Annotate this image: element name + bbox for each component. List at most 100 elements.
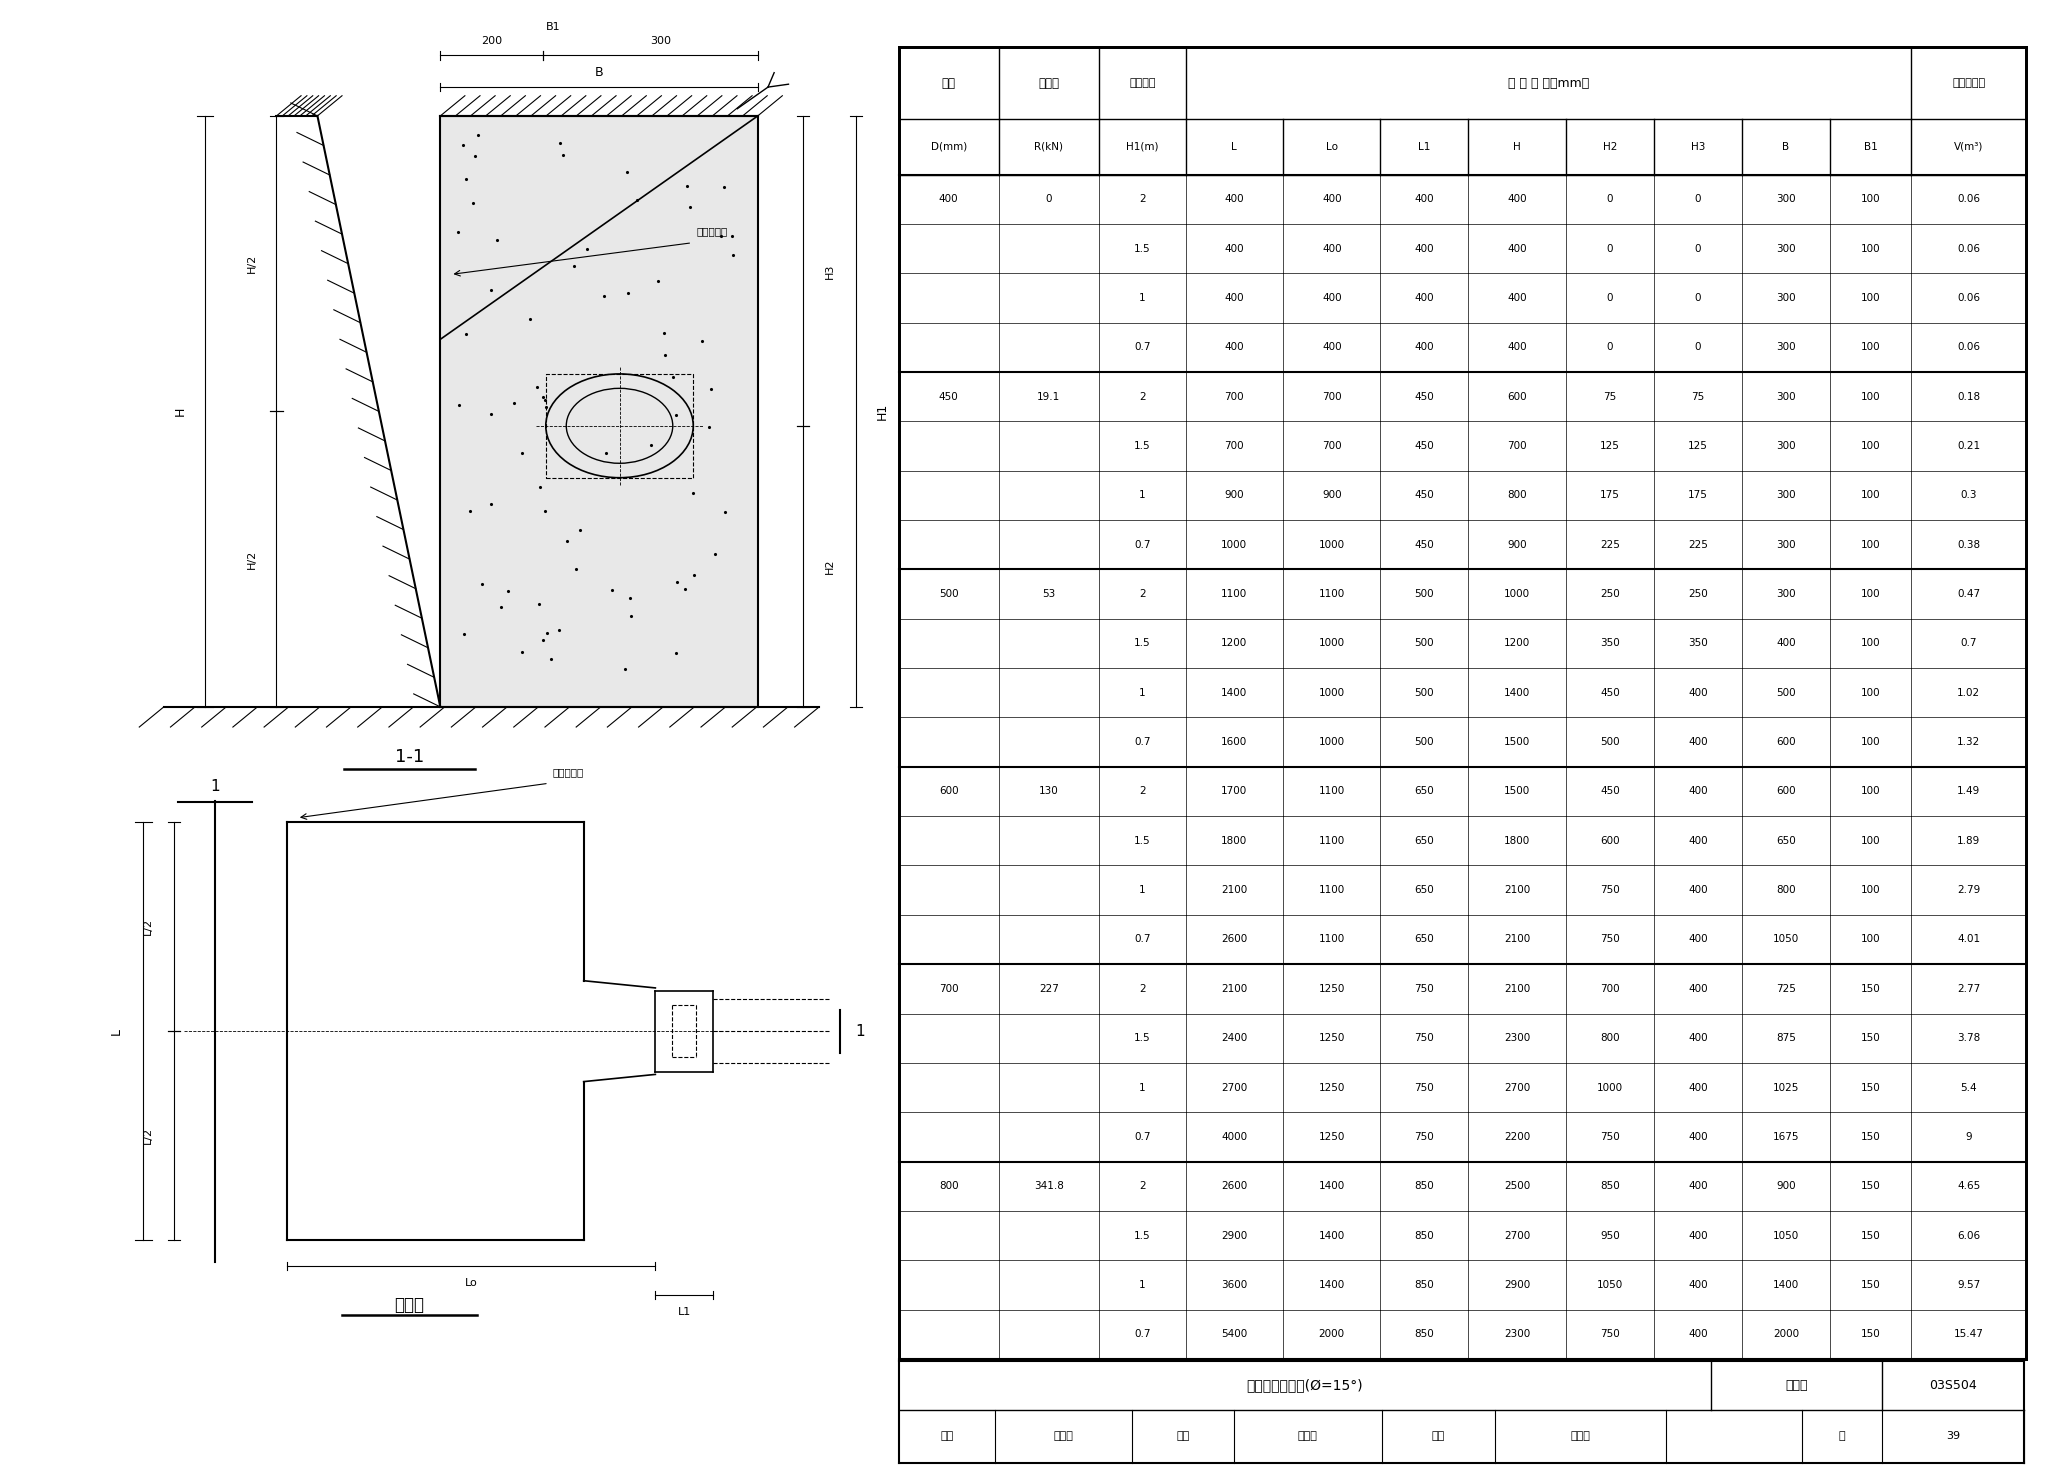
Text: 300: 300 <box>1776 194 1796 205</box>
Text: 1100: 1100 <box>1319 836 1346 846</box>
Text: 150: 150 <box>1862 1181 1880 1191</box>
Text: H3: H3 <box>1692 141 1706 152</box>
Text: 300: 300 <box>1776 392 1796 402</box>
Text: 600: 600 <box>1507 392 1528 402</box>
Text: 450: 450 <box>1415 490 1434 500</box>
Text: R(kN): R(kN) <box>1034 141 1063 152</box>
Text: 0.06: 0.06 <box>1958 243 1980 253</box>
Text: 341.8: 341.8 <box>1034 1181 1063 1191</box>
Text: 850: 850 <box>1415 1329 1434 1340</box>
Text: 1700: 1700 <box>1221 786 1247 796</box>
Text: 4.01: 4.01 <box>1958 935 1980 945</box>
Text: 页: 页 <box>1839 1431 1845 1441</box>
Text: 1000: 1000 <box>1319 737 1346 748</box>
Text: 贴油毡一层: 贴油毡一层 <box>553 767 584 777</box>
Text: 2100: 2100 <box>1503 983 1530 994</box>
Text: 250: 250 <box>1599 589 1620 599</box>
Text: 850: 850 <box>1415 1181 1434 1191</box>
Text: 300: 300 <box>1776 490 1796 500</box>
Text: 53: 53 <box>1042 589 1055 599</box>
Text: 1250: 1250 <box>1319 1033 1346 1044</box>
Text: 2.77: 2.77 <box>1958 983 1980 994</box>
Text: 1.5: 1.5 <box>1135 639 1151 648</box>
Text: 750: 750 <box>1599 885 1620 895</box>
Text: 450: 450 <box>938 392 958 402</box>
Text: 800: 800 <box>1776 885 1796 895</box>
Text: 2500: 2500 <box>1503 1181 1530 1191</box>
Text: 2: 2 <box>1139 983 1145 994</box>
Text: 1675: 1675 <box>1774 1132 1798 1142</box>
Text: 19.1: 19.1 <box>1036 392 1061 402</box>
Text: 100: 100 <box>1862 343 1880 352</box>
Text: 3.78: 3.78 <box>1958 1033 1980 1044</box>
Text: 2300: 2300 <box>1503 1033 1530 1044</box>
Text: 300: 300 <box>649 35 672 46</box>
Text: H1: H1 <box>877 403 889 420</box>
Text: 100: 100 <box>1862 687 1880 698</box>
Text: 1.5: 1.5 <box>1135 836 1151 846</box>
Text: 0.47: 0.47 <box>1958 589 1980 599</box>
Text: 400: 400 <box>1507 194 1528 205</box>
Text: 300: 300 <box>1776 343 1796 352</box>
Text: H/2: H/2 <box>248 255 256 274</box>
Text: 75: 75 <box>1692 392 1704 402</box>
Text: 875: 875 <box>1776 1033 1796 1044</box>
Text: 1050: 1050 <box>1774 935 1798 945</box>
Text: 1400: 1400 <box>1221 687 1247 698</box>
Text: 1: 1 <box>1139 885 1145 895</box>
Text: 750: 750 <box>1599 1329 1620 1340</box>
Text: 1100: 1100 <box>1319 935 1346 945</box>
Text: H: H <box>174 406 186 417</box>
Text: 450: 450 <box>1415 392 1434 402</box>
Text: 4.65: 4.65 <box>1958 1181 1980 1191</box>
Text: 0: 0 <box>1694 293 1702 303</box>
Text: 2: 2 <box>1139 786 1145 796</box>
Polygon shape <box>440 116 758 707</box>
Text: 500: 500 <box>1415 737 1434 748</box>
Text: 1000: 1000 <box>1319 540 1346 549</box>
Text: 400: 400 <box>1688 1033 1708 1044</box>
Text: 850: 850 <box>1415 1281 1434 1289</box>
Bar <box>545 374 692 478</box>
Text: 2700: 2700 <box>1503 1231 1530 1241</box>
Text: 100: 100 <box>1862 293 1880 303</box>
Text: 1050: 1050 <box>1774 1231 1798 1241</box>
Text: 1: 1 <box>1139 293 1145 303</box>
Text: 100: 100 <box>1862 540 1880 549</box>
Text: 作用力: 作用力 <box>1038 77 1059 90</box>
Text: 700: 700 <box>1321 392 1341 402</box>
Text: 400: 400 <box>1321 343 1341 352</box>
Text: 1400: 1400 <box>1319 1281 1346 1289</box>
Text: 0.7: 0.7 <box>1135 1329 1151 1340</box>
Text: 900: 900 <box>1776 1181 1796 1191</box>
Text: 1.5: 1.5 <box>1135 1231 1151 1241</box>
Text: 管径: 管径 <box>942 77 956 90</box>
Text: 1: 1 <box>211 779 219 793</box>
Text: 审核: 审核 <box>940 1431 954 1441</box>
Text: 6.06: 6.06 <box>1958 1231 1980 1241</box>
Text: 225: 225 <box>1688 540 1708 549</box>
Text: 800: 800 <box>1599 1033 1620 1044</box>
Text: 700: 700 <box>1225 392 1243 402</box>
Text: 750: 750 <box>1415 1132 1434 1142</box>
Text: 0: 0 <box>1694 343 1702 352</box>
Text: 100: 100 <box>1862 490 1880 500</box>
Text: 400: 400 <box>1688 885 1708 895</box>
Text: 0.7: 0.7 <box>1135 737 1151 748</box>
Text: L/2: L/2 <box>143 919 152 935</box>
Text: 400: 400 <box>1688 1181 1708 1191</box>
Text: 500: 500 <box>1415 589 1434 599</box>
Text: 400: 400 <box>1507 343 1528 352</box>
Text: 1250: 1250 <box>1319 1132 1346 1142</box>
Text: 150: 150 <box>1862 1281 1880 1289</box>
Text: 1100: 1100 <box>1221 589 1247 599</box>
Text: 500: 500 <box>938 589 958 599</box>
Text: B: B <box>1782 141 1790 152</box>
Text: 400: 400 <box>1225 243 1243 253</box>
Text: 2: 2 <box>1139 589 1145 599</box>
Text: 300: 300 <box>1776 293 1796 303</box>
Text: 700: 700 <box>938 983 958 994</box>
Text: 400: 400 <box>1507 293 1528 303</box>
Text: 0: 0 <box>1608 343 1614 352</box>
Text: 1.5: 1.5 <box>1135 243 1151 253</box>
